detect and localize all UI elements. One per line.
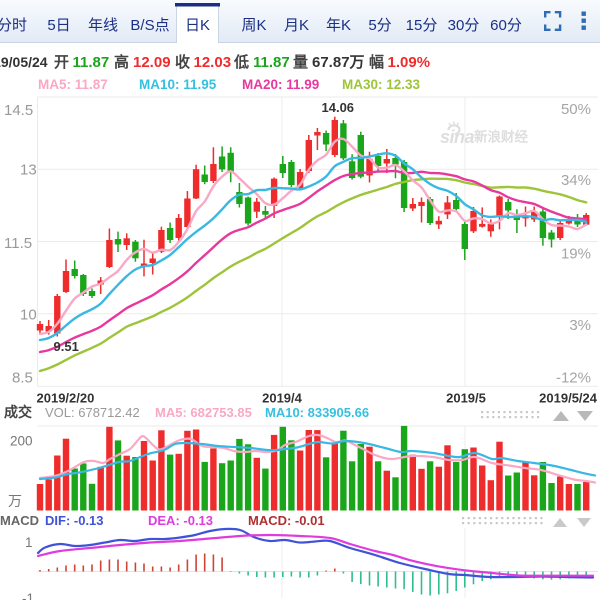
svg-text:VOL: 678712.42: VOL: 678712.42 [45, 405, 140, 420]
svg-text:8.5: 8.5 [12, 370, 33, 387]
svg-text:67.87万: 67.87万 [312, 54, 365, 71]
svg-text:量: 量 [293, 54, 308, 71]
svg-text:DEA: -0.13: DEA: -0.13 [148, 513, 213, 528]
svg-text:日K: 日K [185, 17, 210, 34]
svg-text:MACD: -0.01: MACD: -0.01 [248, 513, 325, 528]
svg-text:-12%: -12% [556, 370, 591, 387]
svg-text:B/S点: B/S点 [130, 17, 169, 34]
svg-text:幅: 幅 [369, 53, 384, 71]
svg-text:12.03: 12.03 [194, 54, 232, 71]
svg-text:50%: 50% [561, 101, 591, 118]
svg-text:分时: 分时 [0, 17, 27, 34]
svg-text:13: 13 [20, 162, 37, 179]
svg-text:MA5: 11.87: MA5: 11.87 [38, 77, 108, 92]
svg-text:14.5: 14.5 [4, 102, 33, 119]
svg-text:200: 200 [10, 434, 33, 449]
svg-text:万: 万 [8, 493, 22, 509]
svg-text:收: 收 [175, 53, 190, 71]
svg-text:2019/4: 2019/4 [262, 391, 303, 406]
svg-text:MA5: 682753.85: MA5: 682753.85 [155, 405, 252, 420]
svg-text:-1: -1 [22, 591, 34, 600]
svg-text:5分: 5分 [368, 17, 391, 34]
svg-text:年线: 年线 [88, 17, 118, 34]
svg-text:9.51: 9.51 [54, 339, 79, 354]
svg-text:低: 低 [233, 53, 249, 71]
svg-text:2019/05/24: 2019/05/24 [0, 54, 48, 70]
svg-text:年K: 年K [326, 17, 351, 34]
svg-text:1.09%: 1.09% [388, 54, 431, 71]
svg-text:2019/5: 2019/5 [446, 391, 486, 406]
svg-text:19%: 19% [561, 246, 591, 263]
svg-text:月K: 月K [284, 17, 309, 34]
svg-text:12.09: 12.09 [133, 54, 171, 71]
svg-text:3%: 3% [569, 317, 591, 334]
svg-text:14.06: 14.06 [322, 100, 355, 115]
svg-text:15分: 15分 [406, 17, 438, 34]
svg-text:高: 高 [114, 53, 129, 71]
svg-text:MACD: MACD [0, 513, 39, 528]
svg-text:5日: 5日 [47, 17, 70, 34]
svg-text:MA30: 12.33: MA30: 12.33 [342, 77, 421, 92]
svg-text:新浪财经: 新浪财经 [474, 129, 528, 145]
svg-text:11.5: 11.5 [4, 235, 32, 252]
svg-text:2019/2/20: 2019/2/20 [37, 391, 95, 406]
svg-text:11.87: 11.87 [73, 54, 110, 71]
svg-text:10: 10 [20, 307, 37, 324]
svg-text:DIF: -0.13: DIF: -0.13 [45, 513, 104, 528]
svg-text:MA10: 11.95: MA10: 11.95 [139, 77, 217, 92]
svg-text:2019/5/24: 2019/5/24 [539, 391, 598, 406]
svg-text:30分: 30分 [448, 17, 480, 34]
svg-text:1: 1 [25, 535, 33, 550]
svg-text:MA10: 833905.66: MA10: 833905.66 [265, 405, 369, 420]
svg-text:60分: 60分 [490, 17, 522, 34]
svg-text:开: 开 [54, 54, 69, 71]
svg-text:周K: 周K [241, 17, 266, 34]
svg-text:MA20: 11.99: MA20: 11.99 [242, 77, 319, 92]
svg-text:成交: 成交 [4, 404, 32, 420]
svg-text:11.87: 11.87 [253, 54, 290, 71]
svg-text:sina: sina [440, 127, 475, 147]
svg-text:34%: 34% [561, 172, 591, 189]
